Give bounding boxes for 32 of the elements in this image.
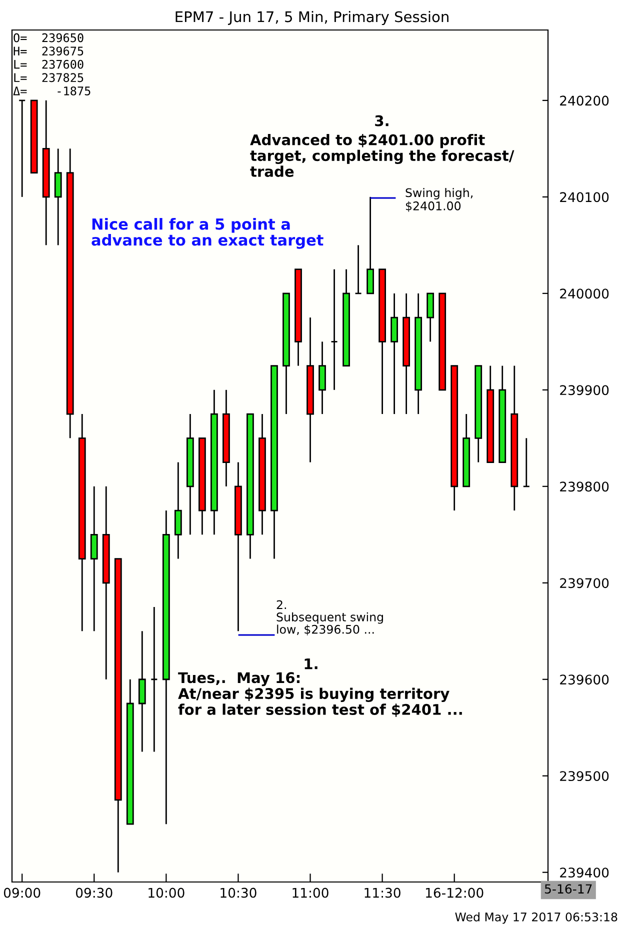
x-tick-label: 10:30 [220,888,256,898]
x-tick-label: 11:00 [292,888,328,898]
candlestick [522,437,530,488]
y-tick-label: 239800 [560,482,609,492]
y-tick-label: 240200 [560,96,609,106]
chart-title: EPM7 - Jun 17, 5 Min, Primary Session [176,10,448,26]
annotation: Advanced to $2401.00 profit target, completing the forecast/ trade [250,134,514,177]
annotation: 3. [375,115,388,126]
annotation: Swing high, $2401.00 [406,188,472,212]
annotation: Nice call for a 5 point a advance to an exact target [92,218,324,249]
x-tick-label: 10:00 [148,888,184,898]
candlestick [330,268,338,391]
text: 5-16-17 [544,884,592,894]
y-tick-label: 239400 [560,868,609,878]
y-tick-label: 240000 [560,288,609,299]
annotation: Tues,. May 16: At/near $2395 is buying territory for a later session test of $2401 ... [178,672,462,717]
y-tick-label: 239600 [560,674,609,685]
y-tick-label: 239900 [560,385,609,396]
x-tick-label: 09:30 [76,888,112,898]
text: Wed May 17 2017 06:53:18 [455,912,618,924]
y-tick-label: 240100 [560,192,609,202]
y-tick-label: 239700 [560,578,609,588]
annotation: O= 239650 H= 239675 L= 237600 L= 237825 Δ= -1875 [13,33,90,96]
candlestick [18,100,26,198]
annotation: 1. [304,658,318,670]
annotation: 2. Subsequent swing low, $2396.50 ... [276,600,383,636]
y-tick-label: 239500 [560,771,609,782]
x-tick-label: 11:30 [364,888,400,898]
x-tick-label: 09:00 [4,888,40,898]
candlestick [150,606,158,752]
candlestick [354,244,362,294]
x-tick-label: 16-12:00 [426,888,484,898]
